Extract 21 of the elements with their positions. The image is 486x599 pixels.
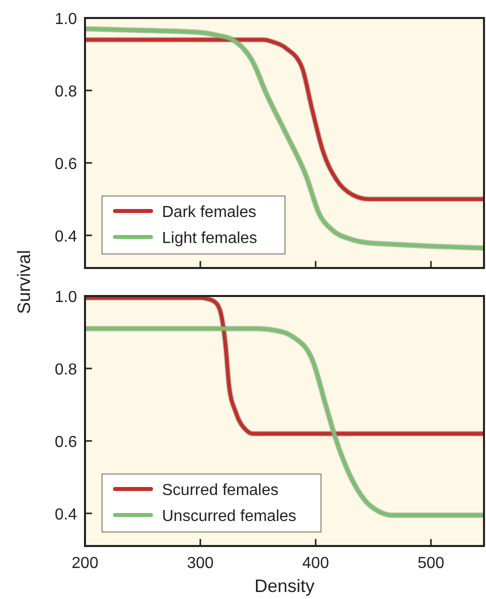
x-tick-label: 500 (418, 555, 444, 572)
line-series (85, 36, 484, 202)
y-tick-label: 0.8 (54, 83, 78, 100)
y-tick-label: 1.0 (54, 289, 78, 306)
y-tick-label: 0.4 (54, 506, 78, 524)
x-tick-label: 400 (302, 555, 330, 572)
x-tick-label: 300 (186, 555, 214, 572)
y-tick-label: 0.8 (54, 361, 78, 378)
y-tick-label: 0.6 (54, 156, 78, 173)
y-tick-label: 0.6 (54, 434, 78, 451)
legend-label: Dark females (162, 204, 256, 221)
x-axis-title: Density (254, 576, 315, 596)
line-series (85, 26, 484, 251)
legend-label: Unscurred females (162, 508, 296, 525)
legend-label: Scurred females (162, 482, 278, 499)
x-tick-label: 200 (72, 555, 98, 572)
line-series (85, 296, 484, 436)
y-tick-label: 0.4 (54, 228, 78, 246)
y-tick-label: 1.0 (54, 11, 78, 28)
y-axis-title: Survival (14, 250, 34, 314)
legend-label: Light females (162, 230, 258, 247)
